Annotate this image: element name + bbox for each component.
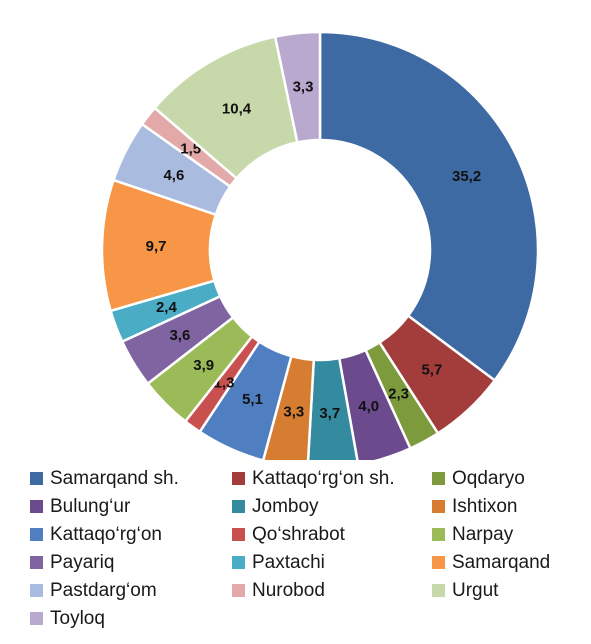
slice-value-label: 10,4 [222,100,252,117]
legend-swatch [232,584,245,597]
legend-swatch [232,500,245,513]
legend-label: Narpay [452,523,514,545]
legend-label: Oqdaryo [452,467,525,489]
legend-item: Pastdarg‘om [30,578,232,603]
legend-label: Samarqand sh. [50,467,179,489]
chart-legend: Samarqand sh. Kattaqo‘rg‘on sh. Oqdaryo Bul… [30,466,585,631]
legend-label: Toyloq [50,607,105,629]
legend-label: Jomboy [252,495,319,517]
slice-value-label: 3,3 [283,403,304,420]
legend-swatch [30,500,43,513]
slice-value-label: 3,3 [293,78,314,95]
legend-swatch [232,472,245,485]
legend-label: Kattaqo‘rg‘on [50,523,162,545]
legend-label: Qo‘shrabot [252,523,345,545]
legend-item: Jomboy [232,494,432,519]
legend-item: Narpay [432,522,582,547]
legend-label: Pastdarg‘om [50,579,157,601]
legend-label: Bulung‘ur [50,495,131,517]
legend-swatch [432,472,445,485]
legend-swatch [432,556,445,569]
legend-label: Urgut [452,579,499,601]
legend-swatch [432,584,445,597]
legend-label: Nurobod [252,579,325,601]
legend-label: Ishtixon [452,495,518,517]
donut-chart: 35,25,72,34,03,73,35,11,33,93,62,49,74,6… [100,30,540,460]
legend-item: Samarqand sh. [30,466,232,491]
slice-value-label: 5,7 [421,361,442,378]
legend-label: Paxtachi [252,551,325,573]
legend-item: Oqdaryo [432,466,582,491]
legend-swatch [30,528,43,541]
donut-slice [273,30,322,144]
slice-value-label: 5,1 [242,391,263,408]
slice-value-label: 2,3 [388,385,409,402]
slice-value-label: 9,7 [146,238,167,255]
slice-value-label: 4,6 [163,167,184,184]
legend-swatch [30,612,43,625]
legend-swatch [30,556,43,569]
legend-swatch [232,556,245,569]
legend-label: Samarqand [452,551,551,573]
legend-item: Samarqand [432,550,582,575]
legend-item: Qo‘shrabot [232,522,432,547]
legend-label: Payariq [50,551,115,573]
legend-item: Bulung‘ur [30,494,232,519]
legend-label: Kattaqo‘rg‘on sh. [252,467,395,489]
legend-item: Payariq [30,550,232,575]
legend-item: Toyloq [30,606,232,631]
slice-value-label: 35,2 [452,168,481,185]
legend-swatch [232,528,245,541]
slice-value-label: 3,6 [169,327,190,344]
legend-swatch [432,528,445,541]
legend-item: Kattaqo‘rg‘on sh. [232,466,432,491]
donut-slice [318,30,540,383]
legend-swatch [30,472,43,485]
slice-value-label: 2,4 [156,299,178,316]
legend-item: Ishtixon [432,494,582,519]
legend-item: Urgut [432,578,582,603]
legend-item: Paxtachi [232,550,432,575]
legend-swatch [432,500,445,513]
slice-value-label: 4,0 [358,398,379,415]
legend-item: Kattaqo‘rg‘on [30,522,232,547]
legend-swatch [30,584,43,597]
slice-value-label: 3,9 [193,357,214,374]
legend-item: Nurobod [232,578,432,603]
slice-value-label: 3,7 [319,405,340,422]
